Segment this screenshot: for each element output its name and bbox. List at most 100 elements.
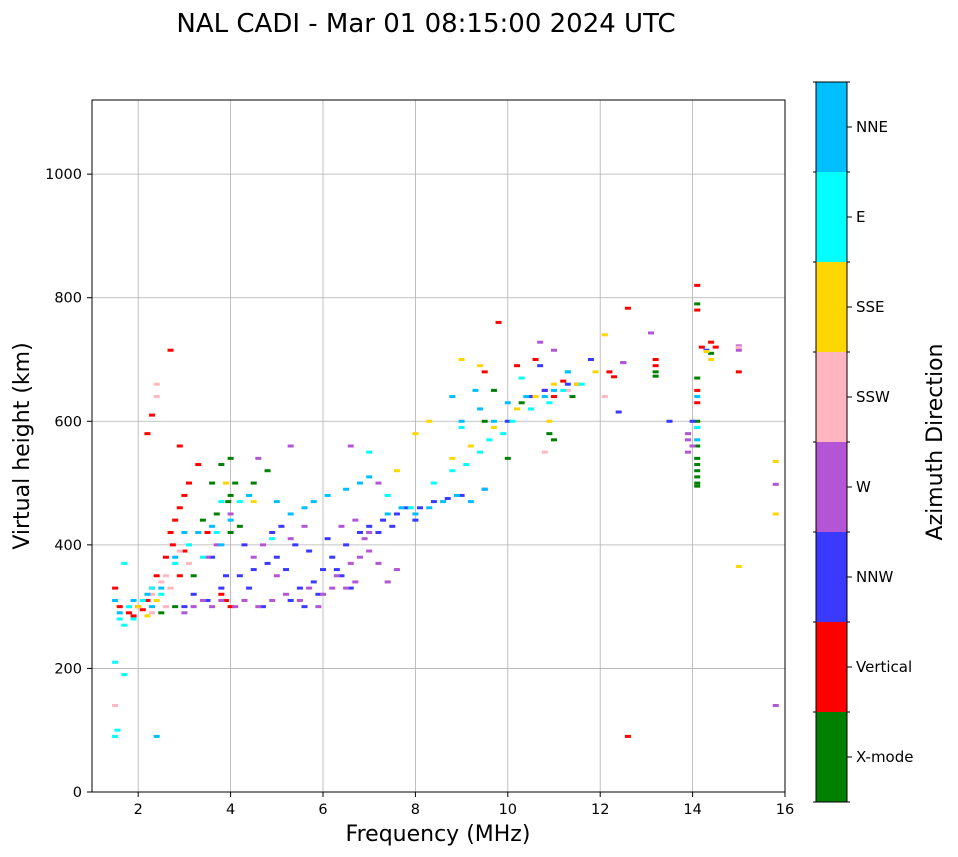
data-point	[172, 518, 179, 522]
data-point	[241, 598, 248, 602]
data-point	[264, 561, 271, 565]
data-point	[306, 549, 313, 553]
y-tick-label: 400	[54, 538, 82, 554]
data-point	[551, 348, 557, 352]
data-point	[172, 555, 179, 559]
data-point	[153, 734, 160, 738]
data-point	[518, 376, 525, 380]
data-point	[375, 481, 382, 485]
data-point	[130, 614, 137, 618]
data-point	[292, 543, 299, 547]
data-point	[176, 549, 183, 553]
data-point	[112, 598, 119, 602]
data-point	[186, 543, 193, 547]
x-tick-label: 14	[683, 802, 701, 818]
data-point	[694, 388, 701, 392]
x-tick-label: 16	[776, 802, 794, 818]
data-point	[343, 487, 350, 491]
data-point	[130, 598, 137, 602]
data-point	[694, 283, 701, 287]
y-axis-ticks: 0 200 400 600 800 1000	[45, 167, 92, 801]
data-point	[333, 574, 340, 578]
data-point	[694, 401, 701, 405]
data-point	[578, 382, 585, 386]
data-point	[611, 375, 618, 379]
data-points	[112, 283, 779, 738]
data-point	[236, 524, 243, 528]
data-point	[227, 493, 234, 497]
data-point	[708, 358, 715, 361]
data-point	[324, 493, 331, 497]
data-point	[287, 537, 294, 541]
data-point	[490, 388, 497, 392]
data-point	[458, 419, 465, 423]
data-point	[190, 574, 197, 578]
data-point	[440, 500, 447, 504]
data-point	[624, 306, 631, 310]
data-point	[232, 605, 239, 609]
data-point	[329, 555, 336, 559]
data-point	[453, 493, 460, 497]
data-point	[112, 660, 119, 664]
data-point	[509, 419, 516, 423]
data-point	[694, 456, 701, 460]
data-point	[209, 524, 216, 528]
data-point	[490, 425, 497, 429]
data-point	[273, 574, 280, 578]
data-point	[236, 500, 243, 504]
colorbar-segment	[816, 622, 847, 712]
data-point	[296, 586, 303, 590]
data-point	[218, 463, 225, 467]
colorbar-segment	[816, 442, 847, 532]
data-point	[269, 537, 276, 541]
colorbar-tick-label: SSW	[856, 388, 890, 406]
colorbar-segment	[816, 352, 847, 442]
data-point	[366, 549, 373, 553]
data-point	[149, 586, 156, 590]
data-point	[112, 586, 119, 590]
data-point	[541, 395, 548, 399]
series-x-mode	[158, 302, 715, 615]
data-point	[190, 605, 197, 609]
data-point	[698, 345, 705, 349]
data-point	[587, 358, 594, 361]
data-point	[735, 348, 742, 352]
data-point	[356, 531, 363, 534]
data-point	[218, 500, 225, 504]
data-point	[393, 512, 400, 516]
data-point	[315, 592, 322, 596]
data-point	[199, 518, 206, 522]
colorbar-tick-label: SSE	[856, 298, 885, 316]
x-axis-label: Frequency (MHz)	[346, 822, 531, 847]
data-point	[361, 537, 368, 541]
data-point	[551, 438, 557, 442]
data-point	[527, 395, 534, 399]
data-point	[430, 500, 437, 504]
data-point	[218, 598, 225, 602]
data-point	[592, 370, 599, 374]
data-point	[116, 605, 123, 609]
data-point	[338, 524, 345, 528]
data-point	[546, 419, 553, 423]
data-point	[181, 611, 188, 615]
colorbar-frame	[815, 81, 848, 803]
data-point	[551, 395, 557, 399]
data-point	[125, 605, 132, 609]
data-point	[537, 340, 544, 344]
data-point	[167, 586, 174, 590]
data-point	[283, 568, 290, 572]
data-point	[225, 500, 232, 504]
data-point	[112, 704, 119, 707]
data-point	[514, 364, 521, 368]
data-point	[444, 497, 451, 501]
data-point	[169, 543, 176, 547]
data-point	[125, 611, 132, 615]
data-point	[694, 395, 701, 399]
data-point	[684, 450, 691, 454]
data-point	[694, 444, 701, 448]
data-point	[689, 444, 696, 448]
data-point	[624, 734, 631, 738]
data-point	[250, 555, 257, 559]
data-point	[186, 481, 193, 485]
data-point	[181, 549, 188, 553]
